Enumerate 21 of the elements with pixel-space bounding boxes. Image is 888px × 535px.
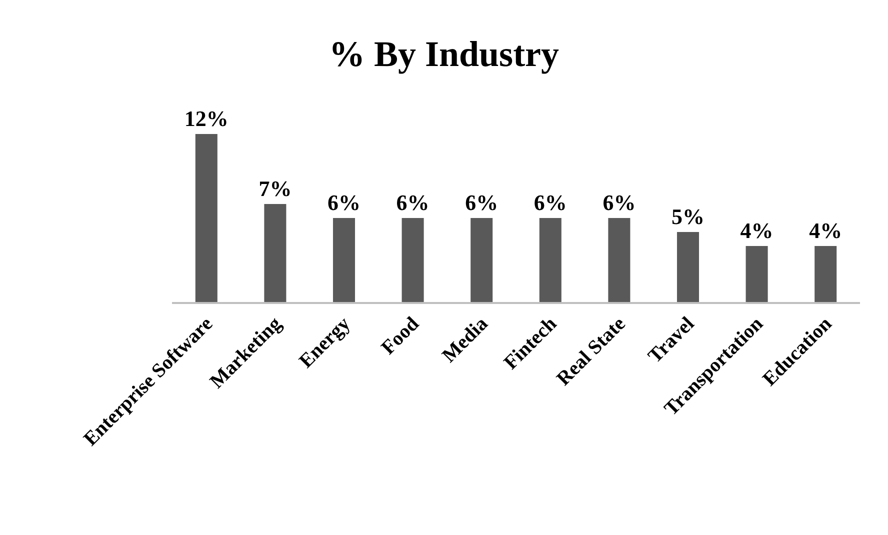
data-label: 6% [534, 190, 567, 215]
bar [470, 218, 493, 302]
data-label: 7% [258, 176, 292, 201]
data-label: 5% [672, 204, 704, 229]
bar [402, 218, 424, 302]
bar [814, 246, 837, 302]
bar [676, 232, 700, 302]
data-label: 12% [184, 106, 228, 131]
data-label: 6% [602, 190, 636, 215]
bar [264, 204, 286, 302]
data-label: 6% [465, 190, 498, 215]
data-label: 4% [740, 218, 774, 243]
bar [332, 218, 356, 302]
data-label: 6% [396, 190, 430, 215]
bar [195, 134, 218, 302]
data-label: 4% [809, 218, 842, 243]
chart-title: % By Industry [328, 34, 560, 74]
data-label: 6% [328, 190, 360, 215]
bar [539, 218, 562, 302]
bar [608, 218, 630, 302]
bar [746, 246, 768, 302]
